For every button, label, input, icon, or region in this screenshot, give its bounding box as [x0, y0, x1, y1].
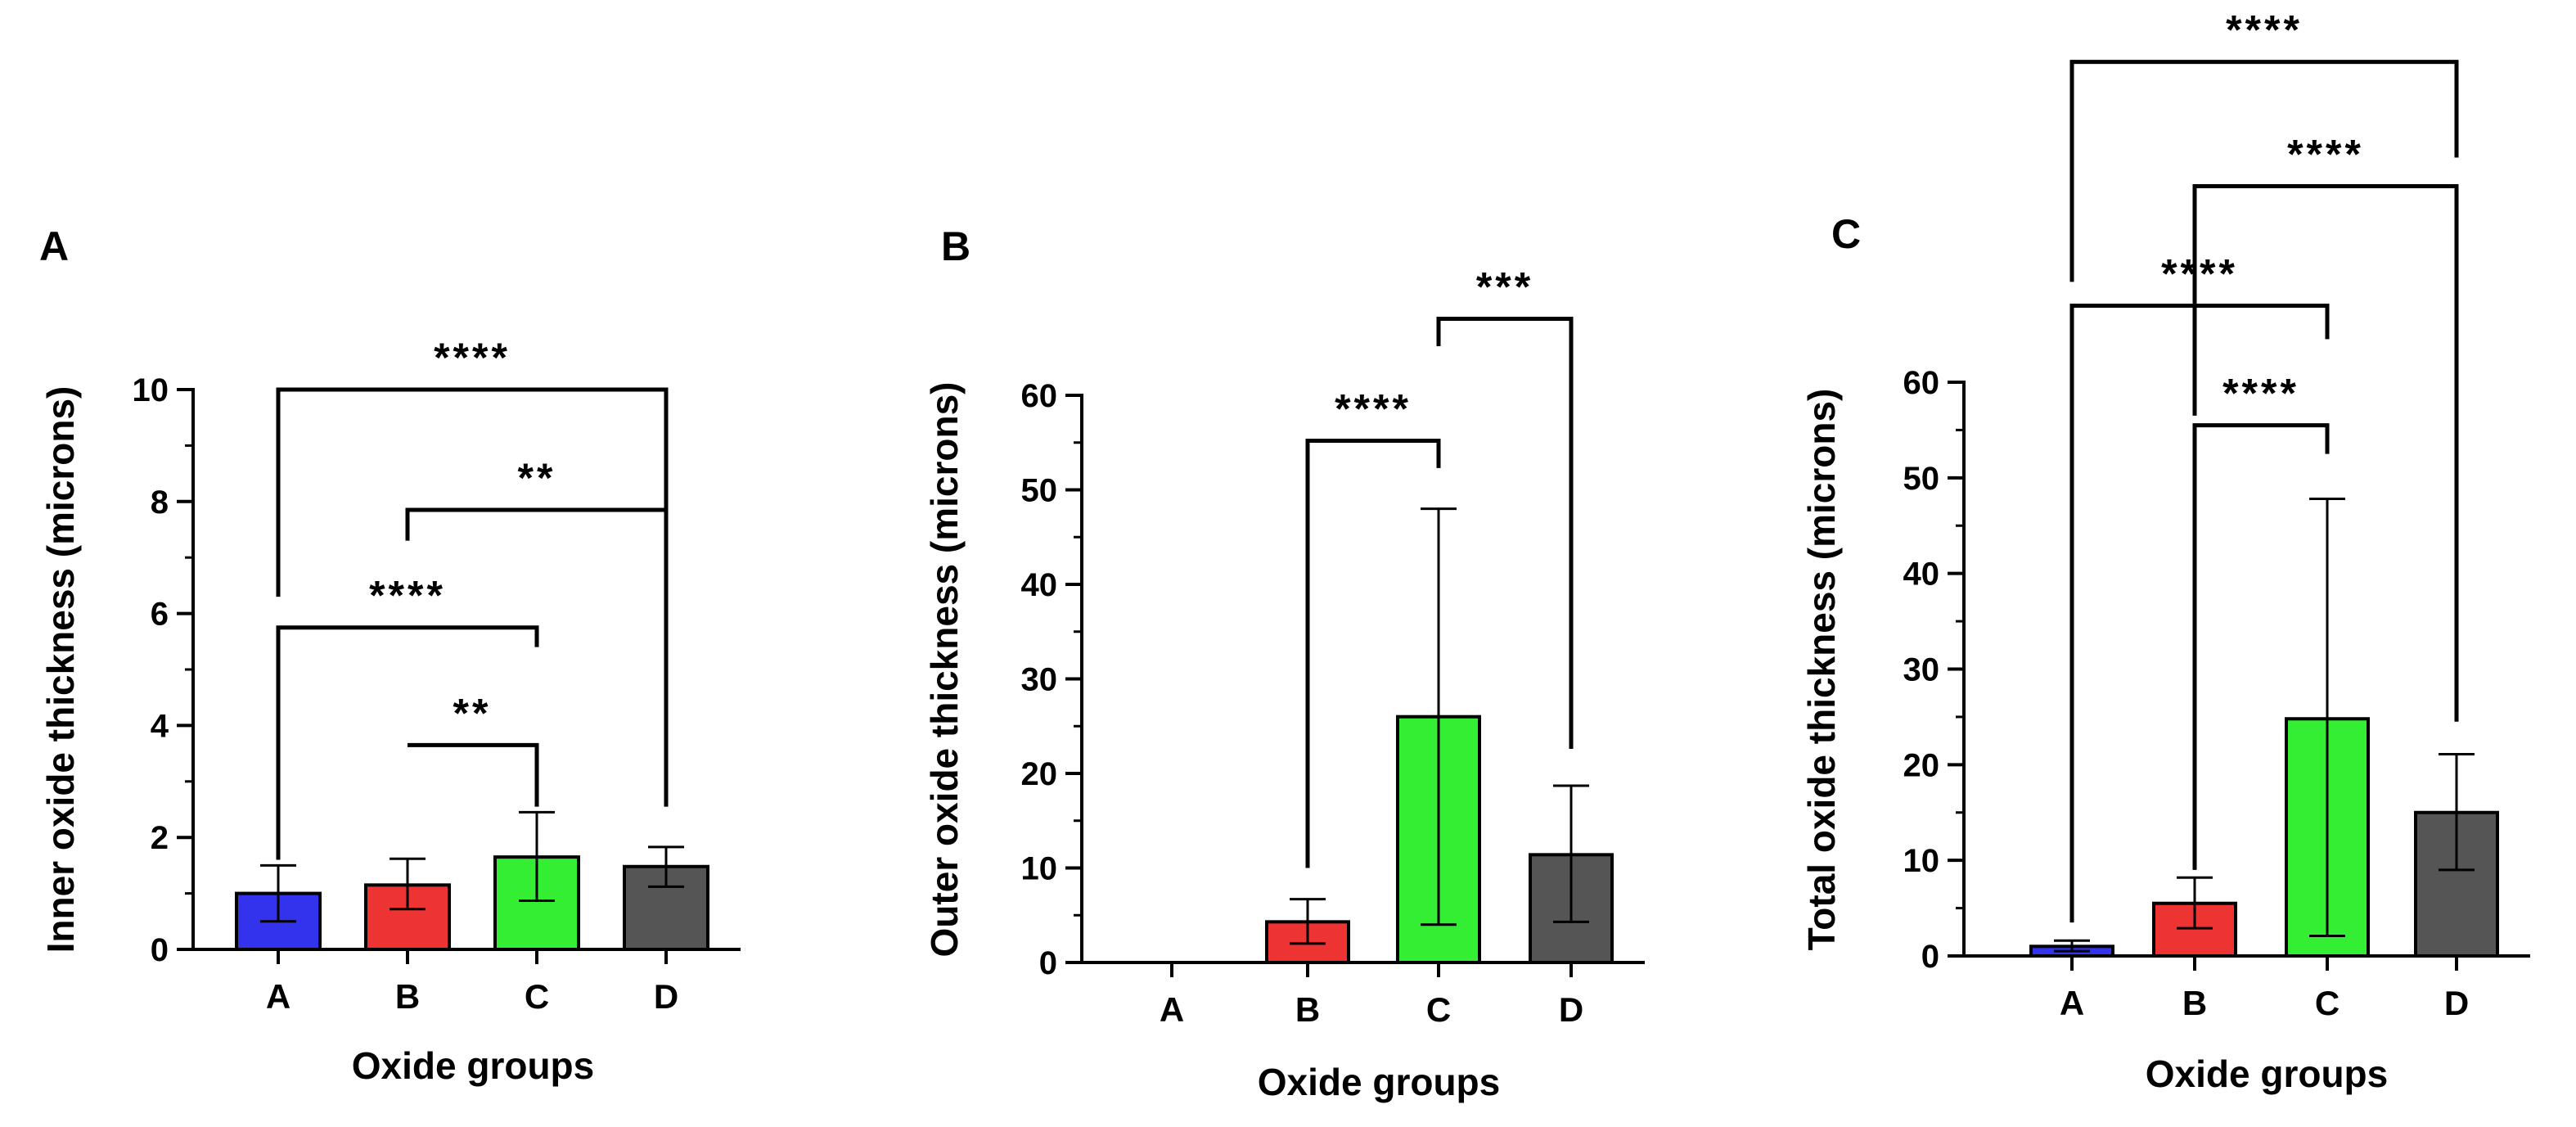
significance-label: **** — [2222, 371, 2299, 417]
y-tick-label: 30 — [1021, 662, 1058, 698]
y-tick-label: 30 — [1903, 652, 1940, 688]
y-tick-label: 2 — [151, 820, 169, 856]
significance-label: **** — [2287, 131, 2364, 177]
significance-bracket — [2192, 423, 2330, 870]
x-tick-label: B — [2182, 984, 2207, 1022]
significance-bracket — [2069, 304, 2330, 923]
x-tick-label: C — [2315, 984, 2340, 1022]
x-axis-label: Oxide groups — [352, 1044, 594, 1087]
significance-bracket — [2069, 60, 2459, 282]
y-axis-label: Total oxide thickness (microns) — [1800, 389, 1843, 951]
y-tick-label: 20 — [1021, 756, 1058, 792]
panel-letter: A — [39, 223, 69, 269]
x-tick-label: C — [1426, 990, 1451, 1029]
y-tick-label: 10 — [133, 372, 169, 408]
x-tick-label: B — [395, 977, 420, 1016]
y-tick-label: 50 — [1903, 461, 1940, 497]
y-tick-label: 20 — [1903, 747, 1940, 783]
y-tick-label: 0 — [151, 932, 169, 968]
significance-bracket — [1436, 316, 1574, 749]
significance-label: ** — [453, 690, 492, 736]
x-tick-label: A — [2060, 984, 2084, 1022]
x-tick-label: D — [654, 977, 678, 1016]
y-tick-label: 40 — [1903, 557, 1940, 593]
x-axis-label: Oxide groups — [2146, 1053, 2388, 1095]
y-tick-label: 0 — [1039, 945, 1057, 981]
significance-bracket — [1305, 438, 1441, 868]
significance-label: *** — [1476, 264, 1533, 309]
significance-label: **** — [434, 335, 511, 381]
significance-bracket — [276, 387, 669, 807]
significance-label: ** — [518, 455, 556, 501]
y-axis-label: Outer oxide thickness (microns) — [923, 382, 966, 958]
x-tick-label: C — [525, 977, 549, 1016]
significance-label: **** — [369, 573, 446, 619]
y-tick-label: 50 — [1021, 473, 1058, 509]
y-tick-label: 60 — [1021, 378, 1058, 414]
y-tick-label: 0 — [1921, 939, 1939, 975]
panel-A: A Inner oxide thickness (microns) Oxide gr… — [39, 223, 741, 1087]
y-tick-label: 60 — [1903, 365, 1940, 401]
panel-B: B Outer oxide thickness (microns) Oxide gr… — [923, 223, 1645, 1103]
x-axis-label: Oxide groups — [1258, 1061, 1500, 1103]
y-tick-label: 8 — [151, 485, 169, 521]
x-tick-label: A — [1160, 990, 1184, 1029]
panel-letter: C — [1831, 211, 1861, 257]
significance-label: **** — [1335, 385, 1412, 431]
y-tick-label: 40 — [1021, 567, 1058, 603]
y-axis-label: Inner oxide thickness (microns) — [39, 386, 82, 953]
y-tick-label: 10 — [1903, 843, 1940, 879]
x-tick-label: A — [266, 977, 290, 1016]
significance-bracket — [2192, 183, 2459, 722]
significance-label: **** — [2226, 7, 2303, 53]
significance-bracket — [405, 507, 669, 541]
x-tick-label: B — [1295, 990, 1320, 1029]
significance-bracket — [408, 742, 539, 807]
significance-label: **** — [2161, 251, 2238, 297]
y-tick-label: 10 — [1021, 851, 1058, 887]
y-tick-label: 4 — [151, 708, 169, 744]
panel-letter: B — [941, 223, 971, 269]
y-tick-label: 6 — [151, 597, 169, 633]
significance-bracket — [276, 625, 539, 860]
x-tick-label: D — [1559, 990, 1583, 1029]
x-tick-label: D — [2444, 984, 2469, 1022]
panel-C: C Total oxide thickness (microns) Oxide gr… — [1800, 7, 2530, 1095]
